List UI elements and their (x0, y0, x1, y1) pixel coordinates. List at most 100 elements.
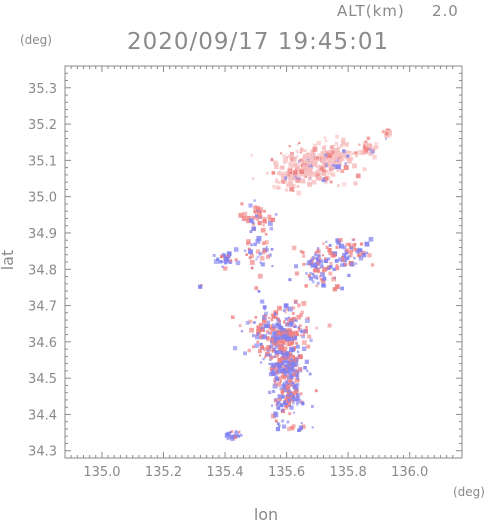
echo-point (280, 347, 285, 352)
echo-point (270, 404, 274, 407)
echo-point (250, 266, 254, 270)
echo-point (251, 177, 255, 180)
echo-point (255, 217, 260, 221)
echo-point (242, 211, 248, 217)
echo-point (341, 152, 345, 156)
echo-point (324, 139, 328, 143)
echo-point (291, 357, 294, 361)
echo-point (298, 355, 303, 360)
echo-point (257, 349, 262, 354)
echo-point (291, 311, 295, 315)
echo-point (221, 265, 224, 268)
echo-point (256, 208, 259, 211)
echo-point (315, 257, 319, 260)
echo-point (314, 253, 317, 256)
echo-point (286, 369, 290, 374)
echo-point (237, 434, 241, 438)
echo-point (293, 385, 296, 388)
echo-point (249, 327, 254, 333)
echo-point (275, 334, 278, 337)
echo-point (293, 331, 298, 336)
echo-point (267, 345, 272, 350)
echo-point (315, 326, 318, 330)
echo-point (284, 311, 287, 314)
echo-point (256, 208, 261, 214)
echo-cluster (224, 430, 243, 442)
echo-point (218, 260, 222, 264)
echo-point (299, 158, 303, 161)
echo-point (253, 321, 256, 324)
echo-point (307, 274, 311, 278)
echo-point (275, 370, 278, 374)
echo-point (332, 267, 336, 272)
echo-point (276, 185, 281, 190)
echo-point (276, 342, 279, 345)
echo-point (278, 326, 282, 329)
echo-point (346, 154, 350, 158)
echo-point (284, 358, 289, 363)
echo-point (274, 164, 279, 170)
echo-point (287, 341, 293, 346)
echo-point (341, 154, 346, 159)
echo-point (362, 140, 366, 145)
echo-point (331, 164, 337, 170)
echo-point (279, 387, 282, 390)
y-unit-label: (deg) (20, 33, 52, 47)
echo-point (325, 240, 328, 243)
echo-point (213, 259, 219, 264)
echo-point (384, 129, 390, 135)
echo-point (360, 242, 364, 246)
echo-point (262, 219, 267, 224)
echo-point (305, 326, 308, 329)
echo-point (352, 243, 356, 247)
echo-point (302, 164, 306, 168)
echo-point (283, 303, 289, 309)
echo-point (257, 289, 261, 293)
echo-point (344, 162, 347, 165)
echo-point (291, 394, 295, 398)
echo-point (306, 344, 311, 349)
echo-point (246, 215, 251, 220)
echo-point (234, 258, 238, 262)
echo-point (260, 262, 265, 267)
echo-point (248, 319, 253, 324)
echo-point (260, 361, 263, 364)
echo-point (240, 202, 244, 206)
echo-point (319, 266, 322, 269)
echo-point (304, 175, 307, 178)
echo-point (291, 171, 295, 175)
echo-point (298, 425, 303, 430)
echo-point (357, 254, 361, 258)
echo-point (250, 243, 254, 247)
echo-point (288, 355, 293, 360)
echo-point (243, 249, 247, 252)
echo-point (261, 334, 266, 340)
echo-point (248, 249, 253, 254)
echo-point (304, 359, 309, 364)
echo-point (307, 260, 312, 265)
echo-point (293, 163, 297, 167)
echo-point (325, 245, 329, 249)
echo-point (254, 286, 259, 290)
echo-point (288, 169, 292, 172)
echo-point (325, 150, 331, 156)
echo-point (272, 368, 275, 372)
y-tick-label: 34.5 (28, 372, 57, 387)
echo-point (268, 217, 273, 223)
echo-point (263, 248, 268, 253)
echo-point (298, 141, 301, 145)
echo-point (292, 401, 295, 405)
echo-point (246, 218, 251, 224)
echo-point (270, 362, 276, 368)
echo-point (280, 408, 284, 412)
echo-point (283, 400, 288, 406)
echo-point (368, 236, 374, 242)
echo-point (265, 323, 270, 328)
echo-point (294, 390, 299, 395)
echo-point (249, 253, 254, 259)
echo-point (361, 252, 365, 256)
echo-point (256, 325, 261, 330)
echo-point (281, 384, 286, 389)
echo-point (271, 314, 276, 319)
